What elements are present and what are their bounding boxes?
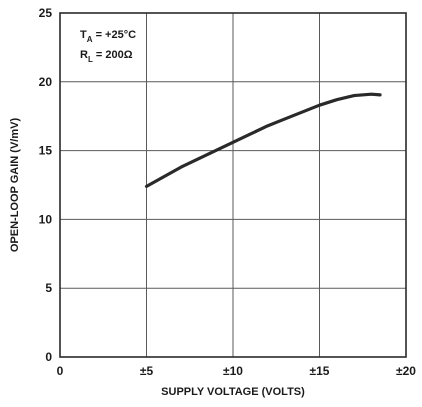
condition-rl-symbol: R [80,49,88,61]
y-tick-label: 15 [39,144,53,158]
x-tick-label: 0 [57,364,64,378]
condition-ta-value: = +25°C [93,29,137,41]
plot-frame [59,12,407,358]
series-group [144,92,382,188]
condition-rl: RL = 200Ω [80,49,133,64]
y-tick-label: 10 [39,212,53,226]
y-tick-label: 25 [39,6,53,20]
condition-rl-subscript: L [88,55,93,64]
grid-lines [60,13,406,357]
test-conditions: TA = +25°C RL = 200Ω [80,29,136,64]
y-axis-label: OPEN-LOOP GAIN (V/mV) [9,118,21,253]
condition-ta-subscript: A [87,35,93,44]
condition-ta: TA = +25°C [80,29,136,44]
y-tick-label: 0 [45,350,52,364]
gain-curve-line [144,92,382,188]
x-tick-label: ±15 [310,364,330,378]
condition-rl-value: = 200Ω [93,49,133,61]
y-tick-label: 20 [39,75,53,89]
x-tick-label: ±5 [140,364,154,378]
x-tick-label: ±20 [396,364,416,378]
y-tick-labels: 0 5 10 15 20 25 [39,6,53,364]
x-tick-label: ±10 [223,364,243,378]
x-axis-label: SUPPLY VOLTAGE (VOLTS) [161,386,305,398]
y-tick-label: 5 [45,281,52,295]
x-tick-labels: 0 ±5 ±10 ±15 ±20 [57,364,417,378]
condition-ta-symbol: T [80,29,87,41]
